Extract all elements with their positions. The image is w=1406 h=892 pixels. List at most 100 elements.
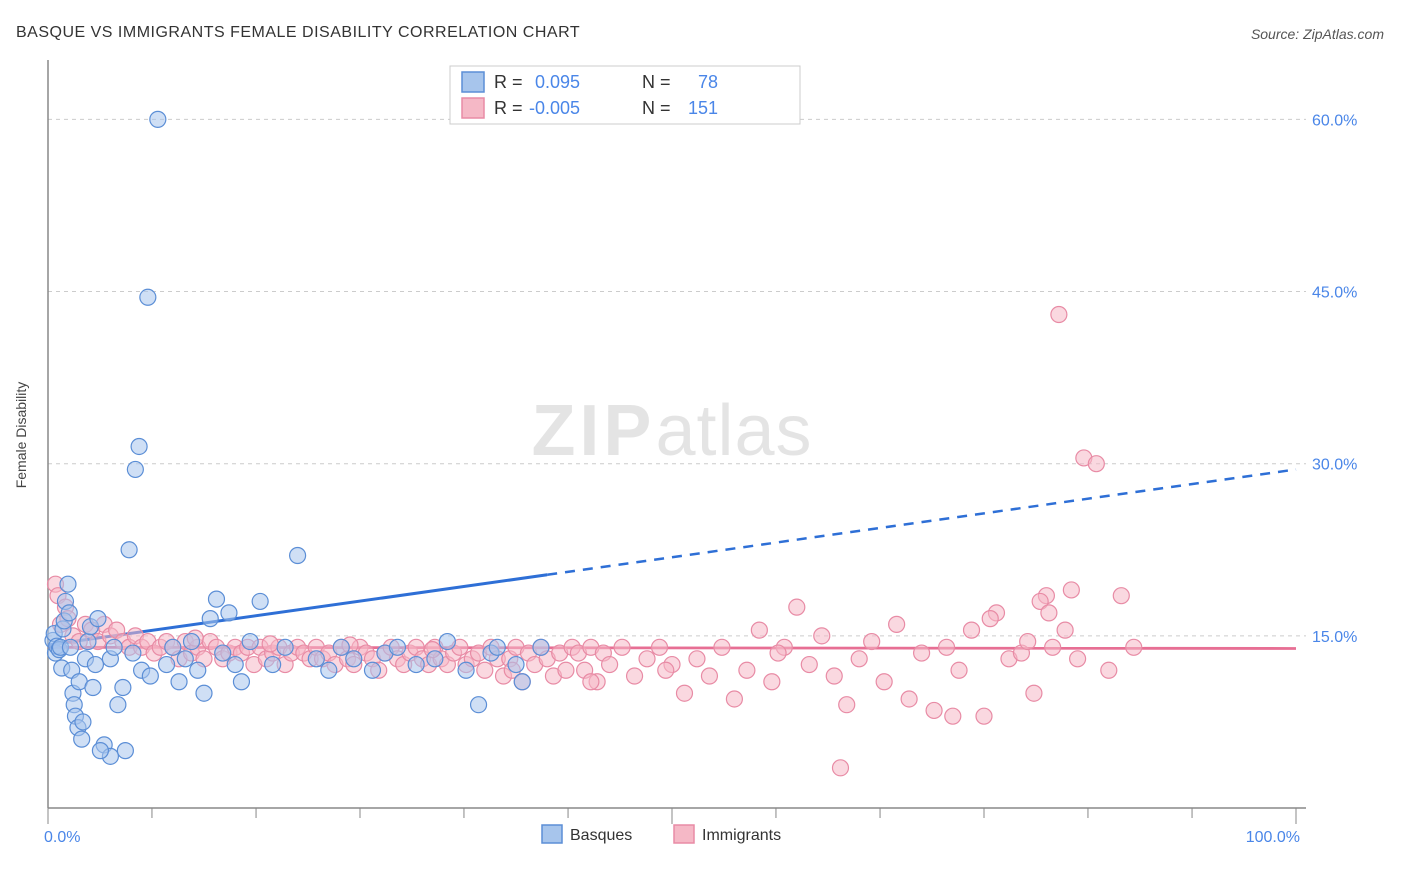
legend-N-label: N = bbox=[642, 72, 671, 92]
point-immigrants bbox=[864, 634, 880, 650]
point-basques bbox=[190, 662, 206, 678]
point-immigrants bbox=[945, 708, 961, 724]
legend-swatch-basques bbox=[462, 72, 484, 92]
point-immigrants bbox=[1026, 685, 1042, 701]
point-basques bbox=[364, 662, 380, 678]
point-basques bbox=[346, 651, 362, 667]
y-tick-label: 30.0% bbox=[1312, 457, 1357, 474]
point-basques bbox=[142, 668, 158, 684]
point-basques bbox=[202, 611, 218, 627]
point-basques bbox=[75, 714, 91, 730]
point-immigrants bbox=[639, 651, 655, 667]
watermark: ZIPatlas bbox=[531, 391, 812, 471]
point-immigrants bbox=[876, 674, 892, 690]
point-immigrants bbox=[1041, 605, 1057, 621]
point-basques bbox=[165, 639, 181, 655]
point-basques bbox=[121, 542, 137, 558]
point-immigrants bbox=[814, 628, 830, 644]
point-immigrants bbox=[982, 611, 998, 627]
point-immigrants bbox=[939, 639, 955, 655]
point-immigrants bbox=[1126, 639, 1142, 655]
point-immigrants bbox=[851, 651, 867, 667]
point-basques bbox=[87, 657, 103, 673]
legend-R-label: R = bbox=[494, 72, 523, 92]
point-basques bbox=[242, 634, 258, 650]
point-immigrants bbox=[676, 685, 692, 701]
point-immigrants bbox=[1051, 306, 1067, 322]
point-immigrants bbox=[770, 645, 786, 661]
point-immigrants bbox=[558, 662, 574, 678]
point-immigrants bbox=[1101, 662, 1117, 678]
point-basques bbox=[62, 639, 78, 655]
point-basques bbox=[196, 685, 212, 701]
y-tick-label: 15.0% bbox=[1312, 629, 1357, 646]
point-basques bbox=[117, 743, 133, 759]
point-immigrants bbox=[951, 662, 967, 678]
point-basques bbox=[127, 461, 143, 477]
point-basques bbox=[140, 289, 156, 305]
point-basques bbox=[333, 639, 349, 655]
point-immigrants bbox=[789, 599, 805, 615]
point-basques bbox=[265, 657, 281, 673]
point-immigrants bbox=[658, 662, 674, 678]
point-basques bbox=[184, 634, 200, 650]
point-immigrants bbox=[701, 668, 717, 684]
point-basques bbox=[290, 548, 306, 564]
point-basques bbox=[125, 645, 141, 661]
point-basques bbox=[439, 634, 455, 650]
point-basques bbox=[321, 662, 337, 678]
point-immigrants bbox=[583, 674, 599, 690]
point-basques bbox=[489, 639, 505, 655]
point-basques bbox=[150, 111, 166, 127]
scatter-chart: 15.0%30.0%45.0%60.0%0.0%100.0%Female Dis… bbox=[0, 0, 1406, 892]
point-immigrants bbox=[889, 616, 905, 632]
point-immigrants bbox=[964, 622, 980, 638]
legend-R-basques: 0.095 bbox=[535, 72, 580, 92]
bottom-legend-swatch-basques bbox=[542, 825, 562, 843]
legend-R-label: R = bbox=[494, 98, 523, 118]
point-immigrants bbox=[652, 639, 668, 655]
point-immigrants bbox=[1063, 582, 1079, 598]
point-immigrants bbox=[1045, 639, 1061, 655]
point-immigrants bbox=[801, 657, 817, 673]
point-basques bbox=[215, 645, 231, 661]
legend-N-label: N = bbox=[642, 98, 671, 118]
bottom-legend-swatch-immigrants bbox=[674, 825, 694, 843]
legend-N-basques: 78 bbox=[698, 72, 718, 92]
y-tick-label: 60.0% bbox=[1312, 112, 1357, 129]
point-basques bbox=[277, 639, 293, 655]
point-immigrants bbox=[689, 651, 705, 667]
point-basques bbox=[80, 634, 96, 650]
point-immigrants bbox=[1020, 634, 1036, 650]
y-tick-label: 45.0% bbox=[1312, 285, 1357, 302]
point-basques bbox=[233, 674, 249, 690]
point-immigrants bbox=[614, 639, 630, 655]
point-immigrants bbox=[1057, 622, 1073, 638]
point-basques bbox=[115, 679, 131, 695]
point-basques bbox=[177, 651, 193, 667]
point-immigrants bbox=[262, 636, 278, 652]
point-basques bbox=[85, 679, 101, 695]
point-immigrants bbox=[477, 662, 493, 678]
point-immigrants bbox=[739, 662, 755, 678]
trend-line-basques-dashed bbox=[547, 469, 1296, 574]
point-basques bbox=[227, 657, 243, 673]
point-basques bbox=[427, 651, 443, 667]
point-basques bbox=[90, 611, 106, 627]
point-immigrants bbox=[926, 702, 942, 718]
point-basques bbox=[308, 651, 324, 667]
x-tick-label-max: 100.0% bbox=[1246, 829, 1300, 846]
point-basques bbox=[252, 593, 268, 609]
point-basques bbox=[171, 674, 187, 690]
point-basques bbox=[389, 639, 405, 655]
point-immigrants bbox=[726, 691, 742, 707]
point-basques bbox=[458, 662, 474, 678]
legend-N-immigrants: 151 bbox=[688, 98, 718, 118]
point-basques bbox=[508, 657, 524, 673]
point-immigrants bbox=[1088, 456, 1104, 472]
point-basques bbox=[533, 639, 549, 655]
point-immigrants bbox=[1070, 651, 1086, 667]
point-immigrants bbox=[764, 674, 780, 690]
point-basques bbox=[471, 697, 487, 713]
point-immigrants bbox=[714, 639, 730, 655]
